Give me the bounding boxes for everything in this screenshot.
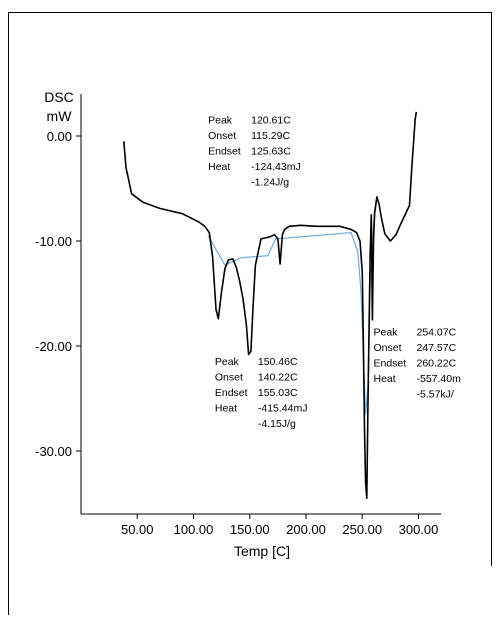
annotation-value: 254.07C (417, 327, 457, 339)
annotation-value: 155.03C (258, 387, 298, 399)
annotation-value: 115.29C (251, 130, 290, 142)
chart-frame (8, 12, 492, 615)
frame-top-border (8, 12, 492, 13)
annotation-value: -557.40m (417, 373, 462, 385)
annotation-value: 140.22C (258, 371, 298, 383)
y-tick-label: -10.00 (35, 234, 72, 249)
annotation-label: Endset (208, 145, 241, 157)
annotation-value: -4.15J/g (258, 418, 296, 430)
dsc-curve-line (123, 111, 418, 500)
peak-annotation-block: Peak 254.07C Onset 247.57C Endset 260.22C Heat… (374, 327, 462, 401)
x-tick-label: 100.00 (174, 522, 214, 537)
x-tick-label: 300.00 (399, 522, 439, 537)
x-axis-label: Temp [C] (234, 543, 290, 559)
peak-annotations: Peak 120.61C Onset 115.29C Endset 125.63C Heat… (208, 114, 462, 430)
annotation-label: Peak (208, 114, 233, 126)
y-axis-label-line1: DSC (44, 89, 74, 105)
annotation-label: Heat (374, 373, 396, 385)
frame-right-border (491, 12, 492, 566)
annotation-label: Onset (208, 130, 236, 142)
y-axis-label-line2: mW (47, 108, 73, 124)
annotation-label: Peak (215, 356, 240, 368)
annotation-value: 120.61C (251, 114, 291, 126)
annotation-value: 260.22C (417, 358, 457, 370)
frame-left-border (8, 12, 9, 615)
annotation-value: 150.46C (258, 356, 298, 368)
annotation-value: -5.57kJ/ (417, 389, 454, 401)
annotation-label: Heat (215, 402, 237, 414)
annotation-label: Heat (208, 161, 230, 173)
annotation-label: Onset (374, 342, 402, 354)
y-tick-label: -30.00 (35, 444, 72, 459)
annotation-value: -1.24J/g (251, 176, 289, 188)
plot-area (80, 94, 441, 515)
axis-ticks: 50.00 100.00 150.00 200.00 250.00 300.00 0.00 -… (35, 129, 438, 537)
annotation-label: Endset (215, 387, 248, 399)
peak-annotation-block: Peak 150.46C Onset 140.22C Endset 155.03C Heat… (215, 356, 308, 430)
annotation-label: Peak (374, 327, 399, 339)
annotation-value: 125.63C (251, 145, 291, 157)
annotation-value: -124.43mJ (251, 161, 301, 173)
y-tick-label: 0.00 (47, 129, 72, 144)
annotation-value: -415.44mJ (258, 402, 308, 414)
y-tick-label: -20.00 (35, 339, 72, 354)
x-tick-label: 250.00 (342, 522, 382, 537)
x-tick-label: 200.00 (286, 522, 326, 537)
x-tick-label: 50.00 (121, 522, 154, 537)
annotation-label: Onset (215, 371, 243, 383)
annotation-label: Endset (374, 358, 407, 370)
peak-annotation-block: Peak 120.61C Onset 115.29C Endset 125.63C Heat… (208, 114, 301, 188)
annotation-value: 247.57C (417, 342, 457, 354)
x-tick-label: 150.00 (230, 522, 270, 537)
